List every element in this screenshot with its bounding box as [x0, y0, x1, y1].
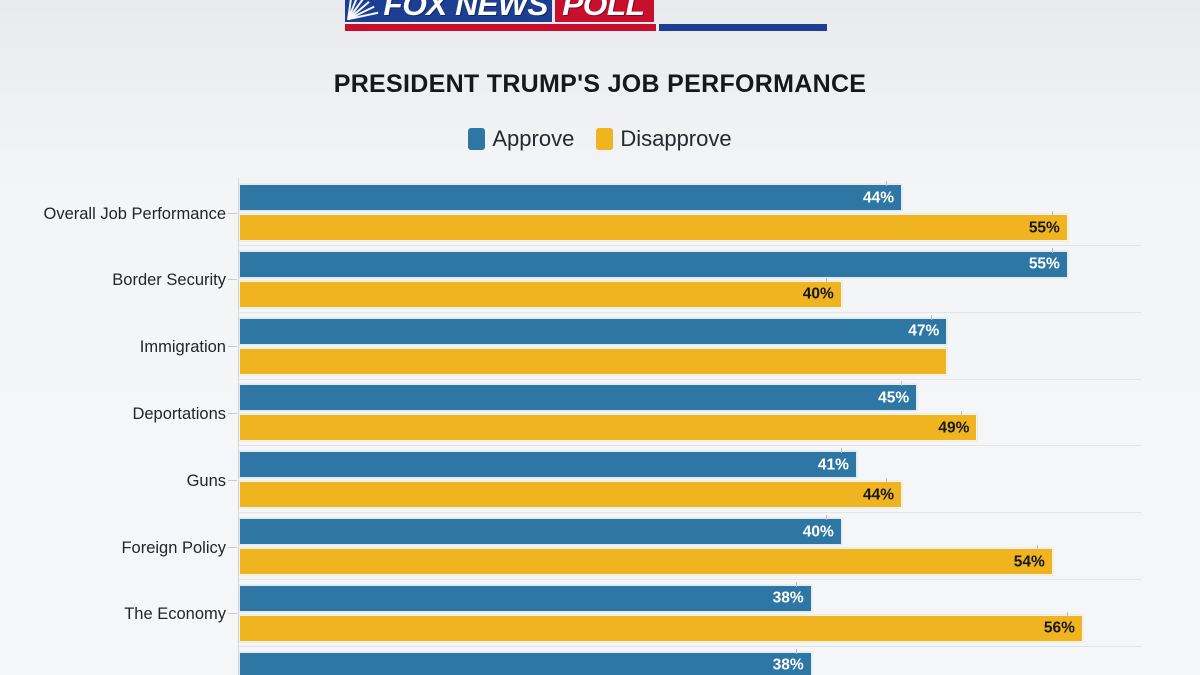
- legend-label-disapprove: Disapprove: [620, 126, 732, 151]
- bar-value-disapprove: 54%: [1013, 552, 1045, 570]
- category-label: Foreign Policy: [121, 538, 226, 557]
- fox-news-poll-logo: FOX NEWS POLL: [345, 0, 827, 36]
- bar-notch: [931, 314, 933, 320]
- legend-swatch-disapprove: [596, 128, 614, 150]
- chart-legend: Approve Disapprove: [0, 126, 1200, 152]
- gridline: [239, 378, 1141, 380]
- bar-notch: [886, 181, 888, 186]
- bar-notch: [1036, 545, 1038, 550]
- bar-value-disapprove: 56%: [1043, 619, 1075, 637]
- logo-underbar-red: [345, 24, 656, 31]
- axis-tick: [228, 279, 237, 281]
- bar-value-approve: 38%: [772, 589, 804, 607]
- bar-value-disapprove: 49%: [938, 419, 970, 437]
- logo-row: FOX NEWS POLL: [345, 0, 827, 22]
- bar-disapprove: 44%: [239, 478, 903, 509]
- bar-disapprove: 56%: [239, 611, 1083, 642]
- chart-title: PRESIDENT TRUMP'S JOB PERFORMANCE: [333, 70, 867, 98]
- bar-value-disapprove: 55%: [1028, 218, 1060, 236]
- logo-poll-text: POLL: [562, 0, 646, 22]
- bar-disapprove: 54%: [239, 545, 1053, 575]
- bar-value-approve: 44%: [863, 188, 895, 206]
- axis-tick: [228, 613, 237, 615]
- bar-disapprove: 55%: [239, 211, 1068, 241]
- bar-notch: [825, 515, 827, 520]
- logo-poll-block: POLL: [555, 0, 655, 22]
- bar-value-approve: 47%: [908, 322, 940, 340]
- bar-approve: 38%: [239, 648, 812, 675]
- logo-fox-news-text: FOX NEWS: [383, 0, 548, 22]
- legend-swatch-approve: [468, 128, 486, 150]
- bar-value-approve: 45%: [878, 389, 910, 407]
- category-label: Overall Job Performance: [43, 204, 227, 223]
- bar-approve: 41%: [239, 448, 857, 479]
- y-axis-line: [238, 178, 239, 675]
- searchlight-icon: [347, 0, 383, 22]
- gridline: [239, 311, 1141, 313]
- gridline: [239, 245, 1141, 246]
- bar-notch: [901, 381, 903, 387]
- logo-underbar-blue: [659, 24, 827, 31]
- gridline: [239, 445, 1141, 447]
- legend-label-approve: Approve: [492, 126, 575, 151]
- bar-notch: [1051, 211, 1053, 216]
- bar-disapprove: 49%: [239, 411, 978, 442]
- category-label: Immigration: [139, 338, 226, 357]
- bar-approve: 45%: [239, 381, 918, 412]
- bar-value-approve: 40%: [802, 522, 834, 540]
- gridline: [239, 512, 1141, 514]
- bar-value-approve: 41%: [817, 455, 849, 473]
- bar-approve: 38%: [239, 581, 812, 612]
- bar-notch: [886, 478, 888, 484]
- category-label: Border Security: [112, 271, 226, 290]
- legend-item-approve: Approve: [468, 126, 574, 152]
- bar-approve: 44%: [239, 181, 903, 211]
- bar-notch: [840, 448, 842, 454]
- bar-notch: [1066, 611, 1068, 617]
- logo-underbar: [345, 24, 827, 31]
- bar-notch: [961, 411, 963, 417]
- axis-tick: [228, 479, 237, 481]
- gridline: [239, 645, 1141, 647]
- bar-approve: 40%: [239, 515, 842, 545]
- bar-disapprove: 40%: [239, 277, 842, 308]
- category-label: Guns: [186, 471, 226, 490]
- bar-approve: 55%: [239, 247, 1068, 278]
- bar-notch: [795, 648, 797, 654]
- axis-tick: [228, 346, 237, 348]
- plot-area: Overall Job Performance 44% 55% Border Secu…: [0, 178, 1200, 675]
- bar-notch: [1051, 247, 1053, 253]
- bar-value-approve: 55%: [1028, 255, 1060, 273]
- gridline: [239, 579, 1141, 580]
- legend-item-disapprove: Disapprove: [596, 126, 732, 152]
- category-label: Deportations: [132, 404, 226, 423]
- axis-tick: [228, 412, 237, 414]
- axis-tick: [228, 546, 237, 548]
- bar-value-disapprove: 40%: [802, 285, 834, 303]
- bar-notch: [795, 581, 797, 587]
- bar-value-approve: 38%: [772, 656, 804, 674]
- bar-disapprove: [239, 347, 948, 375]
- logo-fox-news-block: FOX NEWS: [345, 0, 553, 22]
- bar-value-disapprove: 44%: [863, 485, 895, 503]
- bar-notch: [825, 277, 827, 283]
- axis-tick: [228, 212, 237, 214]
- category-label: The Economy: [124, 605, 226, 624]
- bar-approve: 47%: [239, 314, 948, 345]
